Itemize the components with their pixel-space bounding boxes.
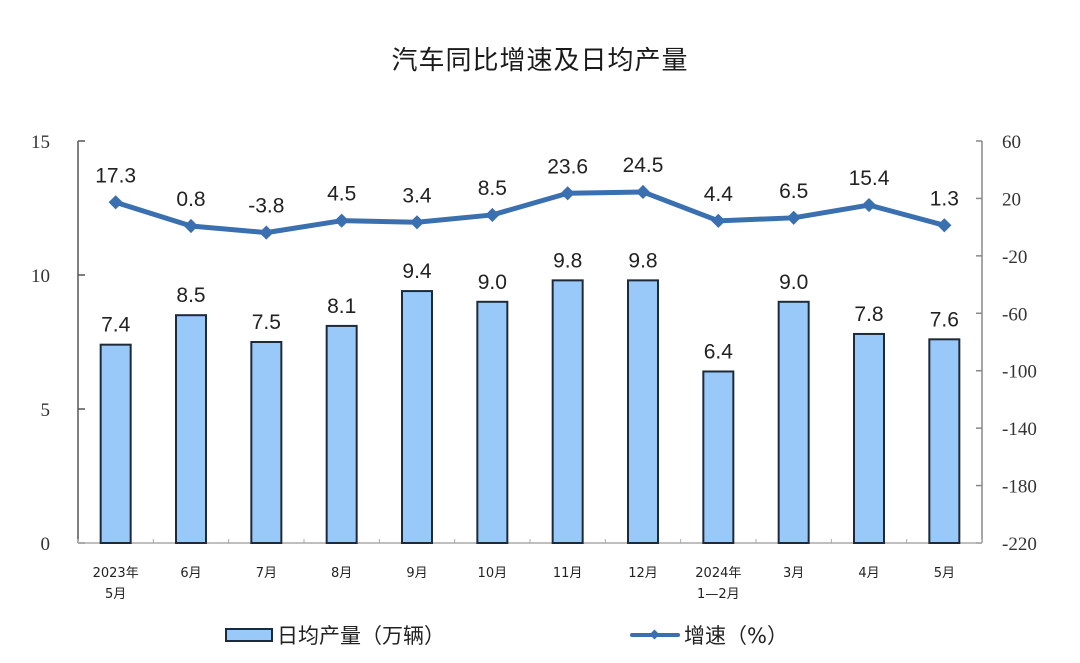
x-tick-label: 2023年 (93, 566, 139, 581)
x-axis-labels: 2023年 5月 6月 7月 8月 9月 10月 11月 12月 2024年 1—2月 3月 4月 5月 (93, 566, 955, 602)
left-tick-label: 0 (41, 534, 51, 555)
line-value-label: 4.4 (704, 183, 734, 206)
bar (627, 279, 659, 544)
right-tick-label: -140 (1002, 419, 1037, 440)
diamond-marker-icon (786, 210, 801, 225)
right-tick-label: -100 (1002, 362, 1037, 383)
bar (250, 341, 283, 544)
left-tick-label: 10 (31, 266, 50, 287)
x-tick-label: 6月 (180, 566, 201, 581)
line-value-label: 8.5 (478, 177, 507, 200)
line-value-label: 1.3 (930, 187, 959, 210)
x-tick-label: 5月 (934, 566, 955, 581)
line-series (108, 184, 952, 240)
diamond-marker-icon (635, 184, 651, 200)
bar-value-label: 6.4 (704, 340, 734, 363)
bar (175, 314, 207, 545)
data-labels: 7.4 8.5 7.5 8.1 9.4 9.0 9.8 9.8 6.4 9.0 7.8 7.6 17.3… (95, 154, 959, 364)
legend-item-daily-output: 日均产量（万辆） (225, 620, 445, 650)
x-tick-label: 2024年 (695, 566, 741, 581)
diamond-marker-icon (334, 213, 349, 228)
line-value-label: 3.4 (402, 184, 432, 207)
bar (99, 343, 132, 544)
bar-value-label: 7.4 (101, 314, 131, 337)
legend-label-growth: 增速（%） (684, 624, 788, 648)
x-tick-label: 7月 (256, 566, 277, 581)
line-value-label: 23.6 (547, 155, 588, 178)
bar (401, 290, 433, 544)
right-tick-label: -180 (1002, 477, 1037, 498)
line-marker-icon (630, 628, 680, 642)
bar-value-label: 7.6 (930, 308, 959, 331)
right-tick-label: -20 (1002, 247, 1027, 268)
diamond-marker-icon (108, 195, 123, 210)
x-tick-label: 10月 (478, 566, 508, 581)
line-value-label: 17.3 (95, 164, 136, 187)
legend-label-daily-output: 日均产量（万辆） (277, 624, 445, 648)
diamond-marker-icon (711, 213, 726, 228)
x-tick-label: 3月 (783, 566, 804, 581)
bar-value-label: 9.0 (478, 271, 507, 294)
right-tick-label: 60 (1002, 132, 1021, 153)
right-tick-label: 20 (1002, 189, 1021, 210)
diamond-marker-icon (485, 207, 500, 223)
x-tick-label: 11月 (553, 566, 583, 581)
bar (325, 324, 358, 545)
diamond-marker-icon (183, 218, 199, 234)
growth-line (114, 189, 945, 236)
right-tick-label: -220 (1002, 534, 1037, 555)
axes: 0 5 10 15 -220 -180 -140 -100 -60 -20 20 60 (31, 132, 1037, 555)
diamond-marker-icon (937, 218, 952, 233)
left-tick-label: 5 (41, 400, 51, 421)
right-tick-label: -60 (1002, 304, 1027, 325)
diamond-marker-icon (861, 197, 877, 213)
line-value-label: 24.5 (623, 154, 664, 177)
bar (928, 338, 961, 544)
line-value-label: 0.8 (176, 188, 205, 211)
bar-swatch-icon (225, 628, 273, 642)
line-value-label: 6.5 (779, 180, 808, 203)
bar (777, 300, 810, 544)
bar-value-label: 9.8 (628, 249, 657, 272)
x-tick-label: 8月 (331, 566, 352, 581)
bar (551, 279, 584, 544)
chart-title: 汽车同比增速及日均产量 (391, 46, 689, 76)
bar (853, 332, 885, 544)
bar-value-label: 8.1 (327, 295, 356, 318)
diamond-marker-icon (259, 225, 274, 240)
diamond-marker-icon (560, 186, 575, 201)
bar-value-label: 9.8 (553, 249, 582, 272)
bar-series (99, 279, 961, 545)
line-value-label: 15.4 (849, 167, 890, 190)
legend-item-growth: 增速（%） (630, 620, 788, 650)
line-value-label: 4.5 (327, 183, 356, 206)
bar-value-label: 8.5 (176, 284, 205, 307)
left-tick-label: 15 (31, 132, 50, 153)
diamond-marker-icon (409, 215, 425, 230)
bar-value-label: 9.0 (779, 271, 808, 294)
bar-value-label: 9.4 (402, 260, 432, 283)
bar-value-label: 7.5 (252, 311, 281, 334)
x-tick-label: 9月 (406, 566, 427, 581)
x-tick-label: 1—2月 (697, 587, 740, 602)
x-tick-label: 5月 (105, 587, 126, 602)
bar (476, 300, 509, 544)
bar-value-label: 7.8 (854, 303, 883, 326)
bar (702, 370, 735, 545)
x-tick-label: 12月 (628, 566, 658, 581)
x-tick-label: 4月 (858, 566, 879, 581)
line-value-label: -3.8 (248, 195, 284, 218)
